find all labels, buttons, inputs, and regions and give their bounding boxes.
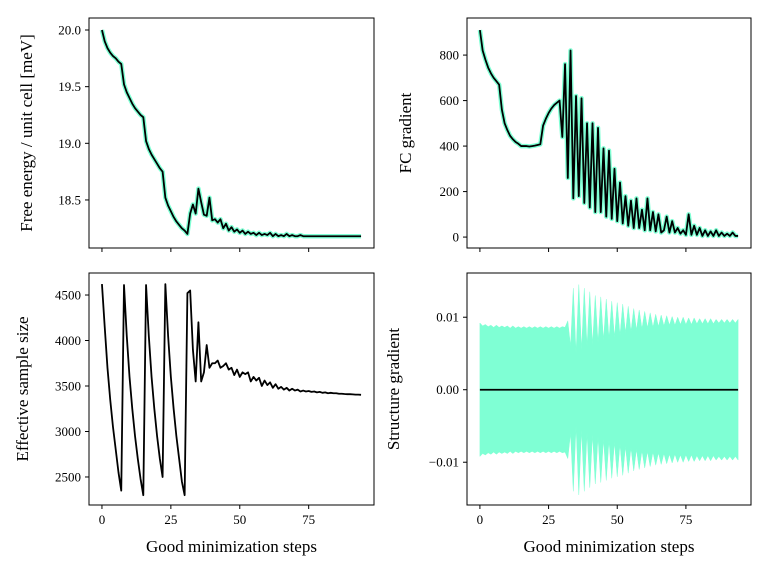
- y-tick-label: 0.01: [436, 310, 459, 325]
- y-tick-label: 4500: [55, 288, 81, 303]
- x-tick-label: 50: [611, 512, 624, 527]
- y-tick-label: 0: [453, 230, 460, 245]
- y-axis-label: Free energy / unit cell [meV]: [17, 34, 36, 231]
- y-tick-label: 19.0: [58, 136, 81, 151]
- y-axis-label: Effective sample size: [13, 316, 32, 461]
- y-tick-label: 4000: [55, 333, 81, 348]
- line-halo: [477, 29, 739, 239]
- y-tick-label: 20.0: [58, 23, 81, 38]
- subplot: 0 25 50 75 2500 3000 3500 4000 4500 Good minimiza…: [13, 272, 375, 556]
- line-halo: [99, 29, 362, 239]
- x-tick-label: 50: [233, 512, 246, 527]
- subplot: 18.5 19.0 19.5 20.0 Free energy / unit cell …: [17, 17, 375, 252]
- x-tick-label: 0: [477, 512, 484, 527]
- y-axis-label: Structure gradient: [384, 328, 403, 451]
- x-tick-label: 25: [542, 512, 555, 527]
- y-tick-label: 3500: [55, 378, 81, 393]
- line: [101, 29, 362, 238]
- x-tick-label: 0: [99, 512, 106, 527]
- x-axis-label: Good minimization steps: [146, 537, 317, 556]
- axes-frame: [466, 17, 752, 249]
- plot-area: [99, 29, 362, 239]
- x-tick-label: 75: [679, 512, 692, 527]
- plot-area: [479, 284, 739, 495]
- y-tick-label: 400: [440, 139, 460, 154]
- y-tick-label: 19.5: [58, 79, 81, 94]
- y-tick-label: 2500: [55, 469, 81, 484]
- subplot: 0 200 400 600 800 FC gradient: [396, 17, 752, 252]
- plot-area: [101, 283, 362, 497]
- axes-frame: [88, 17, 375, 249]
- y-tick-label: 18.5: [58, 192, 81, 207]
- line: [479, 29, 739, 237]
- line: [101, 283, 362, 497]
- y-tick-label: −0.01: [429, 455, 459, 470]
- subplot: 0 25 50 75 −0.01 0.00 0.01 Good minimization st…: [384, 272, 752, 556]
- axes-frame: [88, 272, 375, 506]
- axes-frame: [466, 272, 752, 506]
- y-tick-label: 600: [440, 93, 460, 108]
- y-axis-label: FC gradient: [396, 92, 415, 173]
- y-tick-label: 0.00: [436, 382, 459, 397]
- x-tick-label: 75: [302, 512, 315, 527]
- y-tick-label: 800: [440, 48, 460, 63]
- y-tick-label: 200: [440, 184, 460, 199]
- plot-area: [477, 29, 739, 239]
- x-tick-label: 25: [164, 512, 177, 527]
- x-axis-label: Good minimization steps: [524, 537, 695, 556]
- y-tick-label: 3000: [55, 424, 81, 439]
